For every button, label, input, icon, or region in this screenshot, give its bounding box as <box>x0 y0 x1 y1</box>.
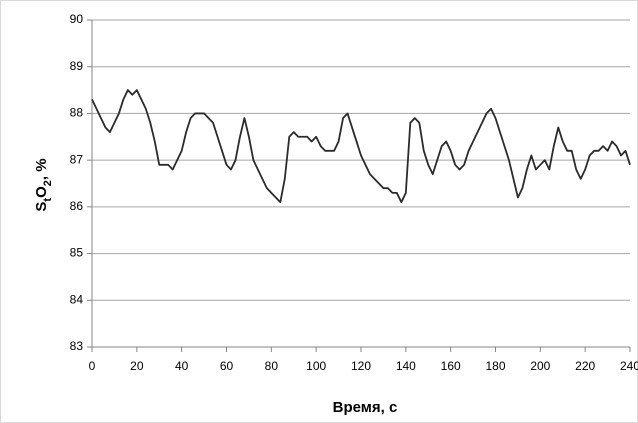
y-tick-label: 90 <box>70 12 84 26</box>
y-axis-title-part: t <box>42 198 54 202</box>
y-axis-title-part: S <box>33 202 50 212</box>
x-tick-label: 40 <box>175 359 189 373</box>
y-tick-label: 87 <box>70 152 84 166</box>
x-tick-label: 160 <box>441 359 461 373</box>
y-tick-label: 89 <box>70 59 84 73</box>
x-tick-label: 60 <box>220 359 234 373</box>
x-tick-label: 100 <box>306 359 326 373</box>
x-tick-label: 140 <box>396 359 416 373</box>
y-tick-label: 86 <box>70 199 84 213</box>
x-tick-label: 180 <box>485 359 505 373</box>
y-tick-label: 88 <box>70 106 84 120</box>
y-axis-title-part: , % <box>33 158 50 180</box>
x-tick-label: 240 <box>620 359 638 373</box>
y-tick-label: 84 <box>70 292 84 306</box>
y-axis-title-part: 2 <box>42 180 54 186</box>
y-tick-label: 83 <box>70 339 84 353</box>
x-tick-label: 20 <box>130 359 144 373</box>
x-tick-label: 200 <box>530 359 550 373</box>
y-tick-label: 85 <box>70 246 84 260</box>
x-tick-label: 120 <box>351 359 371 373</box>
x-tick-label: 80 <box>265 359 279 373</box>
x-tick-label: 0 <box>89 359 96 373</box>
x-axis-title: Время, с <box>333 399 398 416</box>
y-axis-title: StO2, % <box>33 158 54 211</box>
y-axis-title-part: O <box>33 186 50 198</box>
x-tick-label: 220 <box>575 359 595 373</box>
data-line <box>91 89 631 204</box>
